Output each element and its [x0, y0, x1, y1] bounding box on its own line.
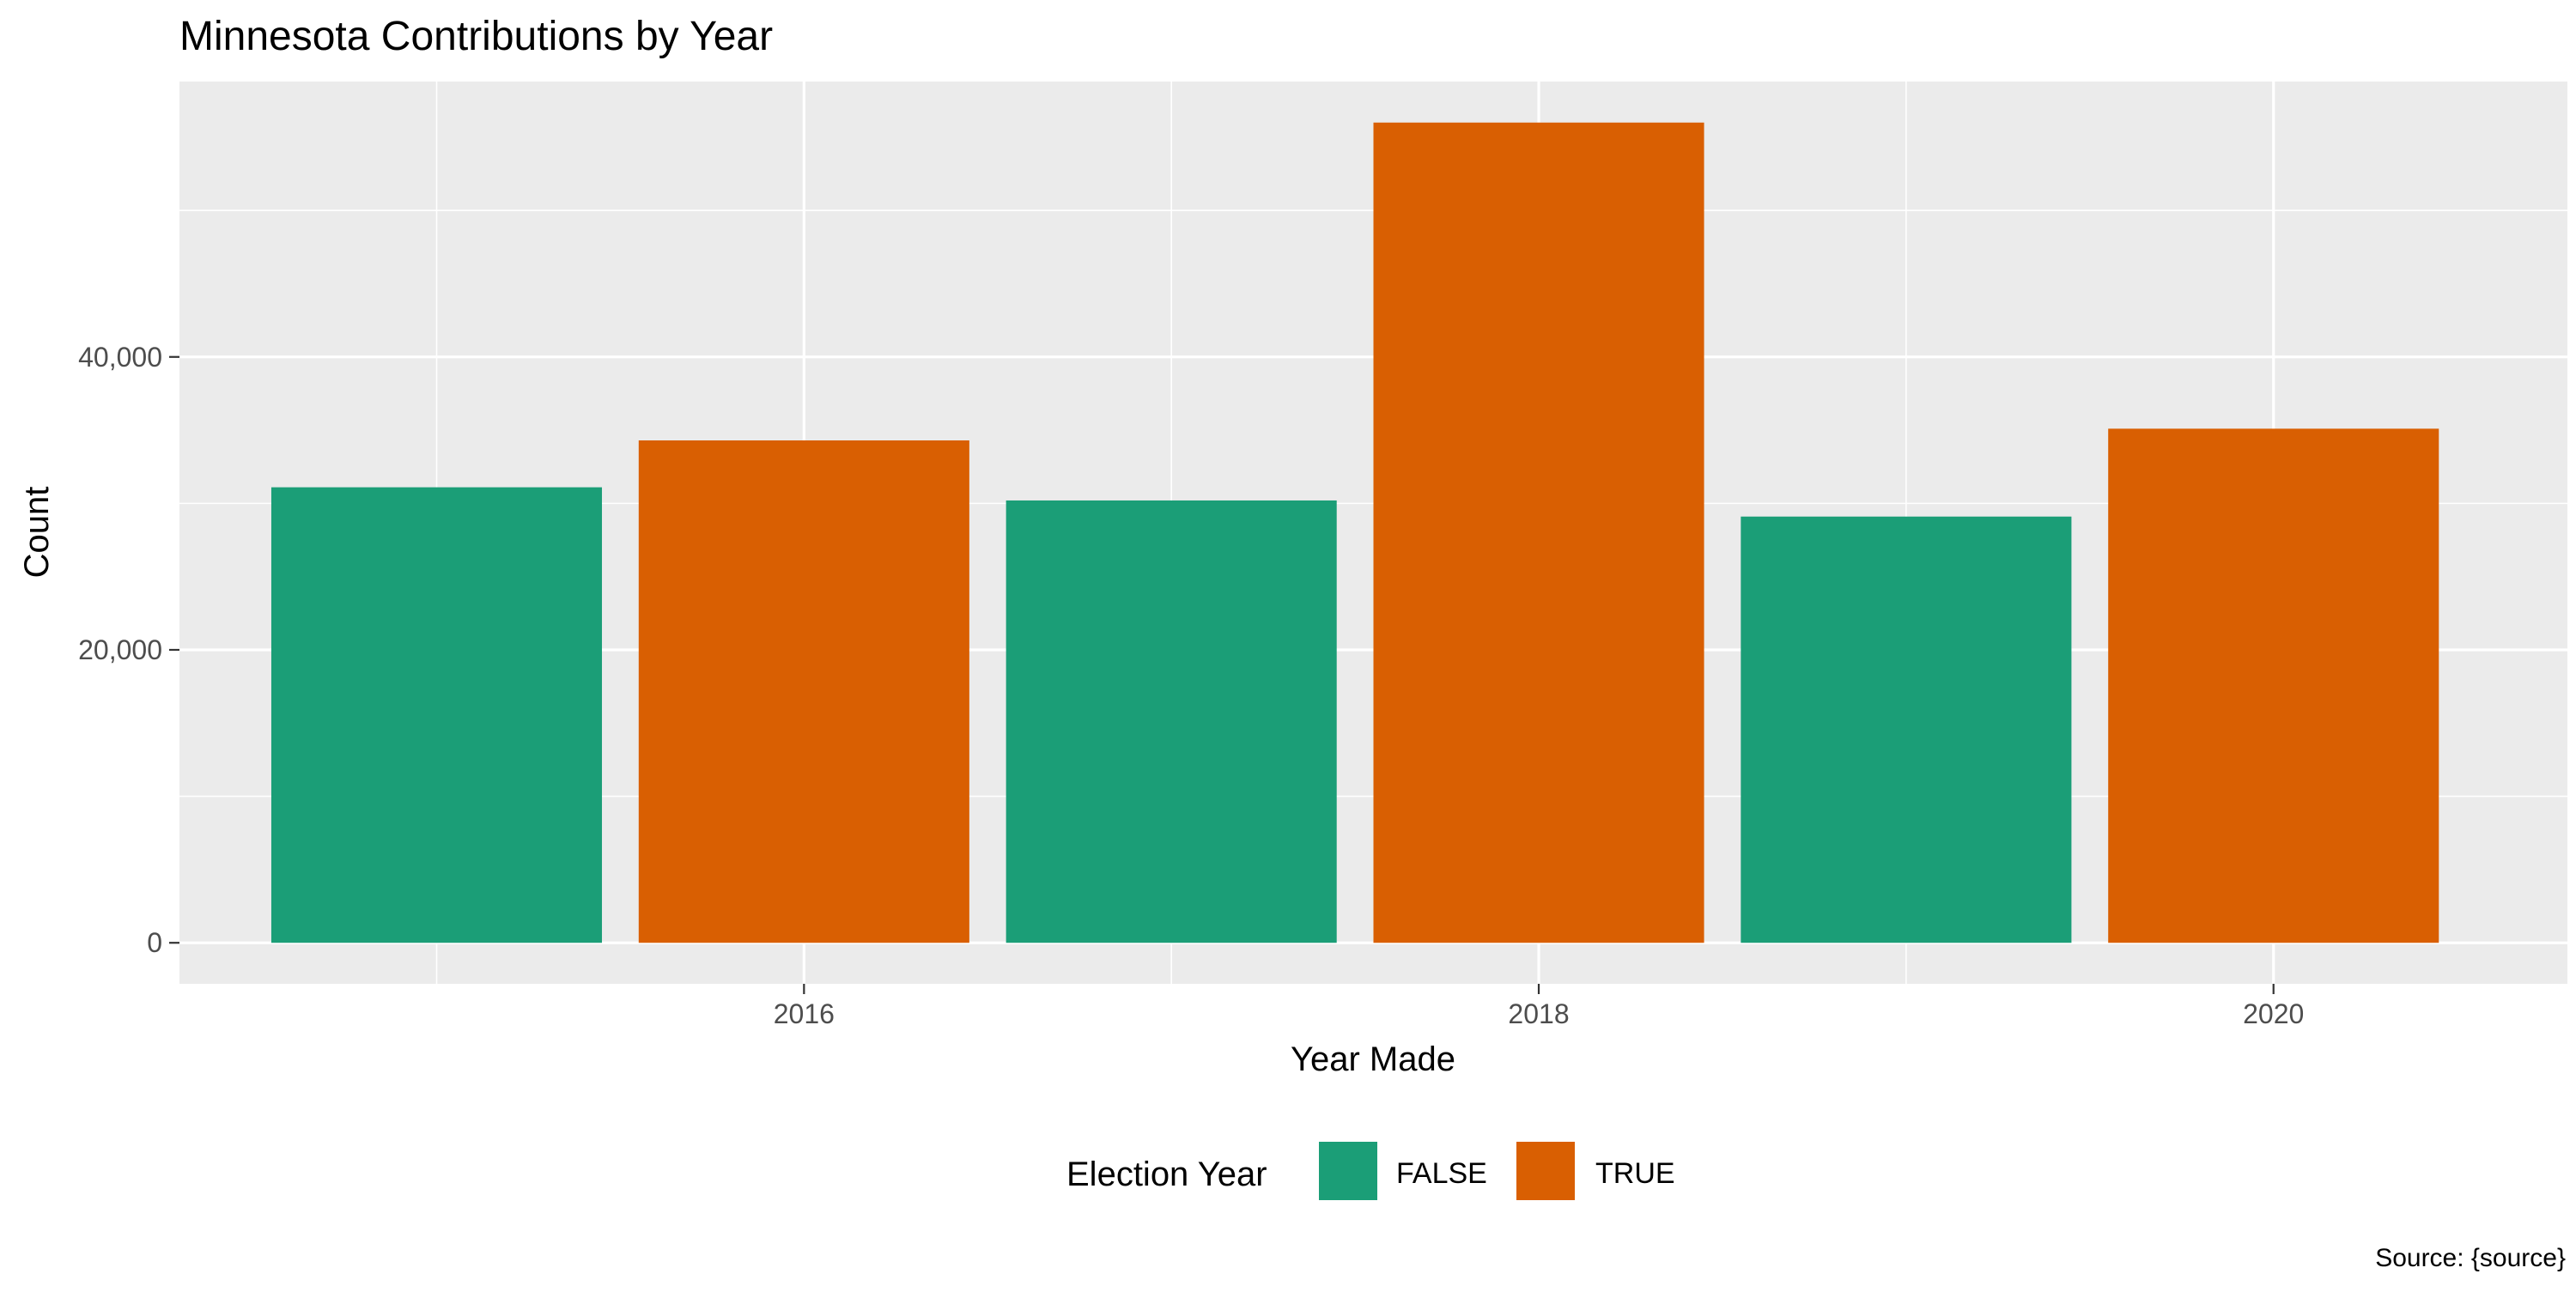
- x-tick-label: 2016: [774, 998, 835, 1029]
- legend-label-false: FALSE: [1396, 1157, 1487, 1190]
- y-tick-label: 40,000: [78, 342, 162, 373]
- legend: Election Year FALSE TRUE: [1066, 1142, 1675, 1200]
- x-axis-title: Year Made: [1291, 1040, 1455, 1078]
- bars: [270, 122, 2439, 943]
- x-tick-label: 2018: [1508, 998, 1569, 1029]
- y-tick-label: 0: [147, 927, 162, 958]
- bar-2020: [2108, 428, 2439, 943]
- bar-2017: [1005, 500, 1337, 943]
- chart-title: Minnesota Contributions by Year: [179, 14, 773, 59]
- legend-key-true: [1516, 1142, 1575, 1200]
- legend-title: Election Year: [1066, 1156, 1267, 1193]
- bar-2015: [270, 487, 603, 943]
- legend-key-false: [1319, 1142, 1377, 1200]
- y-axis: 0 20,000 40,000: [78, 342, 179, 958]
- bar-2019: [1741, 516, 2072, 943]
- y-tick-label: 20,000: [78, 634, 162, 665]
- x-axis: 2016 2018 2020: [774, 984, 2304, 1029]
- legend-label-true: TRUE: [1595, 1157, 1675, 1190]
- x-tick-label: 2020: [2243, 998, 2304, 1029]
- bar-2018: [1373, 122, 1704, 943]
- y-axis-title: Count: [18, 487, 56, 579]
- chart-caption: Source: {source}: [2375, 1244, 2566, 1272]
- bar-2016: [638, 440, 969, 943]
